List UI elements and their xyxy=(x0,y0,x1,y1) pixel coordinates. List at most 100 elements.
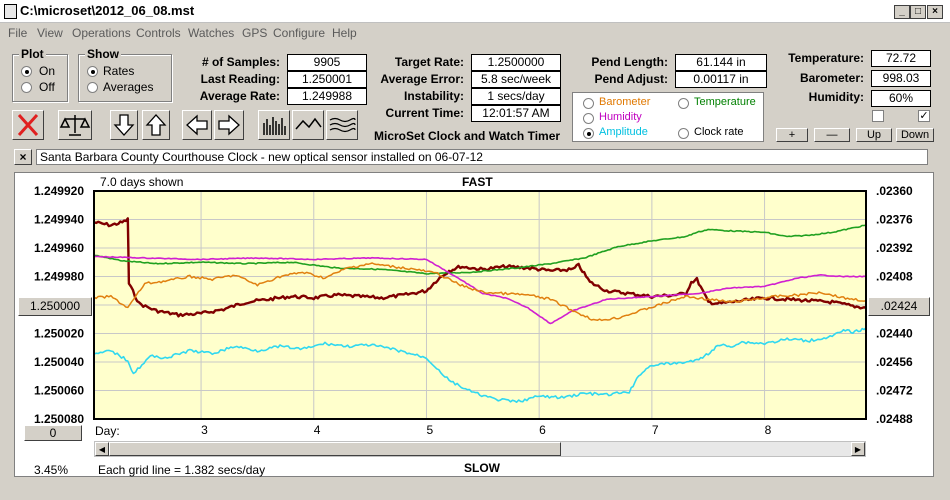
menu-configure[interactable]: Configure xyxy=(273,26,326,40)
down-button[interactable]: Down xyxy=(896,128,934,142)
line-plot-button[interactable] xyxy=(292,110,324,140)
minimize-button[interactable]: _ xyxy=(894,5,910,19)
menu-operations[interactable]: Operations xyxy=(72,26,131,40)
y-right-tick-label: .02408 xyxy=(876,270,913,284)
pend-length-field: 61.144 in xyxy=(675,54,767,71)
temperature-field: 72.72 xyxy=(871,50,931,67)
note-field[interactable]: Santa Barbara County Courthouse Clock - … xyxy=(36,149,928,165)
plot-off-radio[interactable] xyxy=(21,82,32,93)
day-label: Day: xyxy=(95,424,120,438)
menu-file[interactable]: File xyxy=(8,26,28,40)
current-time-field: 12:01:57 AM xyxy=(471,105,561,122)
x-tick-label: 6 xyxy=(539,423,546,437)
offset-button[interactable]: 0 xyxy=(24,425,82,441)
y-right-tick-label: .02392 xyxy=(876,241,913,255)
multi-trace-button[interactable] xyxy=(326,110,358,140)
toolbar-caption: MicroSet Clock and Watch Timer xyxy=(374,129,561,143)
show-averages-label: Averages xyxy=(103,80,154,94)
barometer-radio[interactable] xyxy=(583,98,594,109)
humidity-radio[interactable] xyxy=(583,113,594,124)
arrow-down-icon xyxy=(113,114,135,136)
show-group-title: Show xyxy=(85,47,121,61)
arrow-up-icon xyxy=(145,114,167,136)
slow-label: SLOW xyxy=(464,461,500,475)
clock-rate-option-label: Clock rate xyxy=(694,126,744,138)
arrow-left-icon xyxy=(186,114,208,136)
y-right-tick-label: .02472 xyxy=(876,384,913,398)
y-right-tick-label: .02376 xyxy=(876,213,913,227)
note-close-button[interactable]: × xyxy=(14,149,32,165)
grid-note: Each grid line = 1.382 secs/day xyxy=(98,463,266,477)
show-averages-radio[interactable] xyxy=(87,82,98,93)
humidity-label: Humidity: xyxy=(808,90,864,104)
app-icon xyxy=(4,4,17,19)
up-button[interactable]: Up xyxy=(856,128,892,142)
barometer-field: 998.03 xyxy=(871,70,931,87)
menu-bar: File View Operations Controls Watches GP… xyxy=(0,23,950,42)
balance-scale-icon xyxy=(59,115,91,136)
x-tick-label: 7 xyxy=(652,423,659,437)
multi-wave-icon xyxy=(329,117,356,133)
current-time-label: Current Time: xyxy=(385,106,464,120)
y-left-tick-label: 1.250060 xyxy=(34,384,84,398)
maximize-button[interactable]: □ xyxy=(910,5,926,19)
show-rates-radio[interactable] xyxy=(87,66,98,77)
plot-off-label: Off xyxy=(39,80,55,94)
humidity-option-label: Humidity xyxy=(599,111,642,123)
y-right-tick-label: .02456 xyxy=(876,355,913,369)
menu-help[interactable]: Help xyxy=(332,26,357,40)
scroll-left-arrow-icon[interactable]: ◀ xyxy=(95,442,109,456)
window-title: C:\microset\2012_06_08.mst xyxy=(20,3,195,18)
scroll-down-button[interactable] xyxy=(110,110,138,140)
minus-button[interactable]: — xyxy=(814,128,850,142)
days-shown-label: 7.0 days shown xyxy=(100,175,184,189)
last-reading-field: 1.250001 xyxy=(287,71,367,88)
plus-button[interactable]: + xyxy=(776,128,808,142)
center-rate-button[interactable]: 1.250000 xyxy=(18,297,92,316)
checkbox-1[interactable] xyxy=(872,110,884,122)
y-right-tick-label: .02360 xyxy=(876,184,913,198)
center-amplitude-button[interactable]: .02424 xyxy=(868,297,930,316)
y-left-tick-label: 1.249920 xyxy=(34,184,84,198)
x-tick-label: 5 xyxy=(426,423,433,437)
amplitude-radio[interactable] xyxy=(583,128,594,139)
scroll-right-button[interactable] xyxy=(214,110,244,140)
series-barometer xyxy=(93,262,867,322)
y-right-tick-label: .02440 xyxy=(876,327,913,341)
histogram-button[interactable] xyxy=(258,110,290,140)
average-error-field: 5.8 sec/week xyxy=(471,71,561,88)
instability-field: 1 secs/day xyxy=(471,88,561,105)
scroll-right-arrow-icon[interactable]: ▶ xyxy=(851,442,865,456)
menu-view[interactable]: View xyxy=(37,26,63,40)
samples-field: 9905 xyxy=(287,54,367,71)
x-tick-label: 3 xyxy=(201,423,208,437)
series-temperature xyxy=(93,224,867,275)
scroll-up-button[interactable] xyxy=(142,110,170,140)
plot-border xyxy=(93,190,867,420)
y-left-tick-label: 1.250040 xyxy=(34,355,84,369)
temperature-radio[interactable] xyxy=(678,98,689,109)
close-button[interactable]: × xyxy=(927,5,943,19)
temperature-option-label: Temperature xyxy=(694,96,756,108)
menu-controls[interactable]: Controls xyxy=(136,26,181,40)
clock-rate-radio[interactable] xyxy=(678,128,689,139)
instability-label: Instability: xyxy=(403,89,464,103)
y-left-tick-label: 1.249960 xyxy=(34,241,84,255)
menu-gps[interactable]: GPS xyxy=(242,26,268,40)
target-rate-label: Target Rate: xyxy=(394,55,464,69)
balance-button[interactable] xyxy=(58,110,92,140)
stop-button[interactable] xyxy=(12,110,44,140)
menu-watches[interactable]: Watches xyxy=(188,26,235,40)
scroll-left-button[interactable] xyxy=(182,110,212,140)
plot-on-radio[interactable] xyxy=(21,66,32,77)
horizontal-scrollbar[interactable]: ◀ ▶ xyxy=(94,441,866,457)
checkbox-2[interactable]: ✓ xyxy=(918,110,930,122)
scrollbar-thumb[interactable] xyxy=(109,442,561,456)
temperature-label: Temperature: xyxy=(788,51,864,65)
series-humidity xyxy=(93,255,867,325)
y-left-tick-label: 1.250080 xyxy=(34,412,84,426)
title-bar: C:\microset\2012_06_08.mst _ □ × xyxy=(0,0,950,23)
target-rate-field: 1.2500000 xyxy=(471,54,561,71)
plot-group: Plot On Off xyxy=(12,47,68,102)
